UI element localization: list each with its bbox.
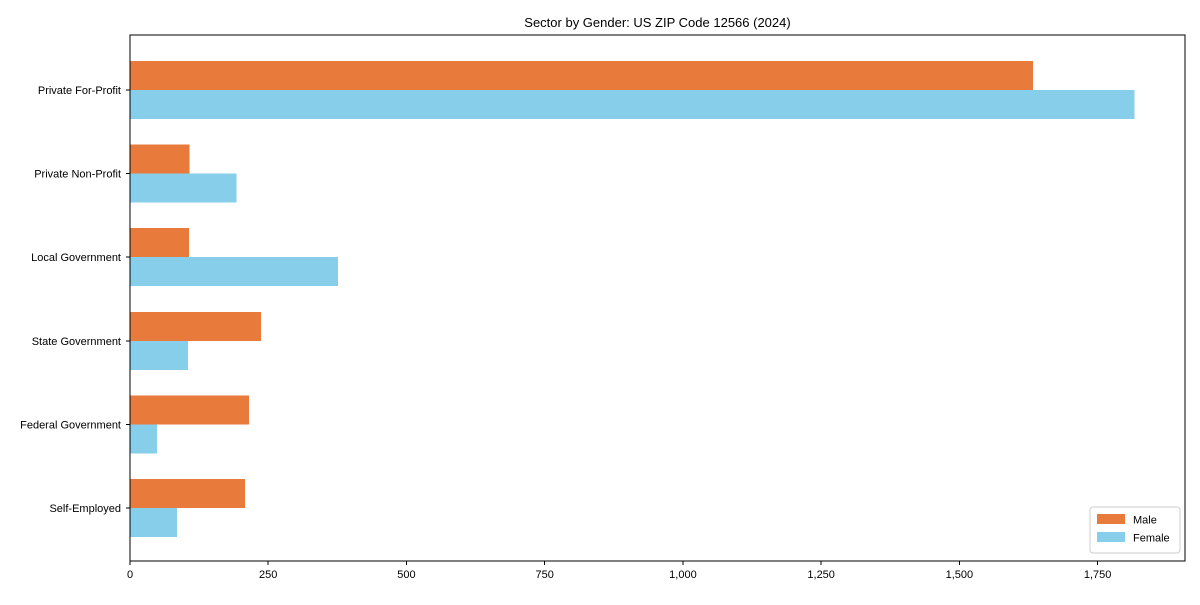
x-tick-label-1500: 1,500 (946, 569, 974, 581)
bar-female-local-government (130, 257, 338, 287)
bar-male-federal-government (130, 395, 249, 425)
bar-female-state-government (130, 340, 189, 370)
legend-label-male: Male (1133, 515, 1157, 527)
y-tick-label-private-for-profit: Private For-Profit (38, 85, 121, 97)
x-tick-label-0: 0 (127, 569, 133, 581)
x-tick-label-500: 500 (397, 569, 415, 581)
legend-swatch-female (1097, 532, 1125, 542)
x-tick-label-1750: 1,750 (1084, 569, 1112, 581)
bar-female-self-employed (130, 508, 177, 537)
y-axis: Private For-Profit Private Non-Profit Loca… (20, 85, 130, 515)
bar-female-federal-government (130, 424, 158, 454)
x-tick-label-250: 250 (259, 569, 277, 581)
legend: Male Female (1089, 506, 1181, 554)
legend-label-female: Female (1133, 533, 1170, 545)
y-tick-label-private-non-profit: Private Non-Profit (34, 169, 121, 181)
bar-male-self-employed (130, 479, 246, 508)
bar-male-private-non-profit (130, 144, 190, 174)
bar-female-private-non-profit (130, 173, 237, 203)
y-tick-label-local-government: Local Government (31, 252, 121, 264)
bar-male-local-government (130, 228, 190, 258)
bar-male-state-government (130, 311, 262, 341)
y-tick-label-state-government: State Government (32, 336, 121, 348)
x-tick-label-1000: 1,000 (669, 569, 697, 581)
x-tick-label-750: 750 (536, 569, 554, 581)
legend-swatch-male (1097, 514, 1125, 524)
x-tick-label-1250: 1,250 (807, 569, 835, 581)
x-axis: 0 250 500 750 1,000 1,250 1,500 1,750 (127, 561, 1111, 581)
y-tick-label-federal-government: Federal Government (20, 419, 121, 431)
chart-title: Sector by Gender: US ZIP Code 12566 (202… (524, 15, 790, 30)
plot-border (129, 34, 1186, 562)
bars-group (130, 61, 1135, 537)
y-tick-label-self-employed: Self-Employed (49, 503, 121, 515)
bar-male-private-for-profit (130, 61, 1033, 90)
bar-female-private-for-profit (130, 90, 1135, 119)
